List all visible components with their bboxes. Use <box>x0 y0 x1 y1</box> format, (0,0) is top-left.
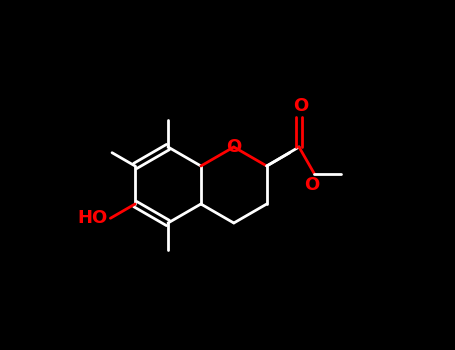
Text: HO: HO <box>77 209 107 227</box>
Text: O: O <box>304 176 320 194</box>
Text: O: O <box>293 97 308 114</box>
Text: O: O <box>226 138 242 156</box>
